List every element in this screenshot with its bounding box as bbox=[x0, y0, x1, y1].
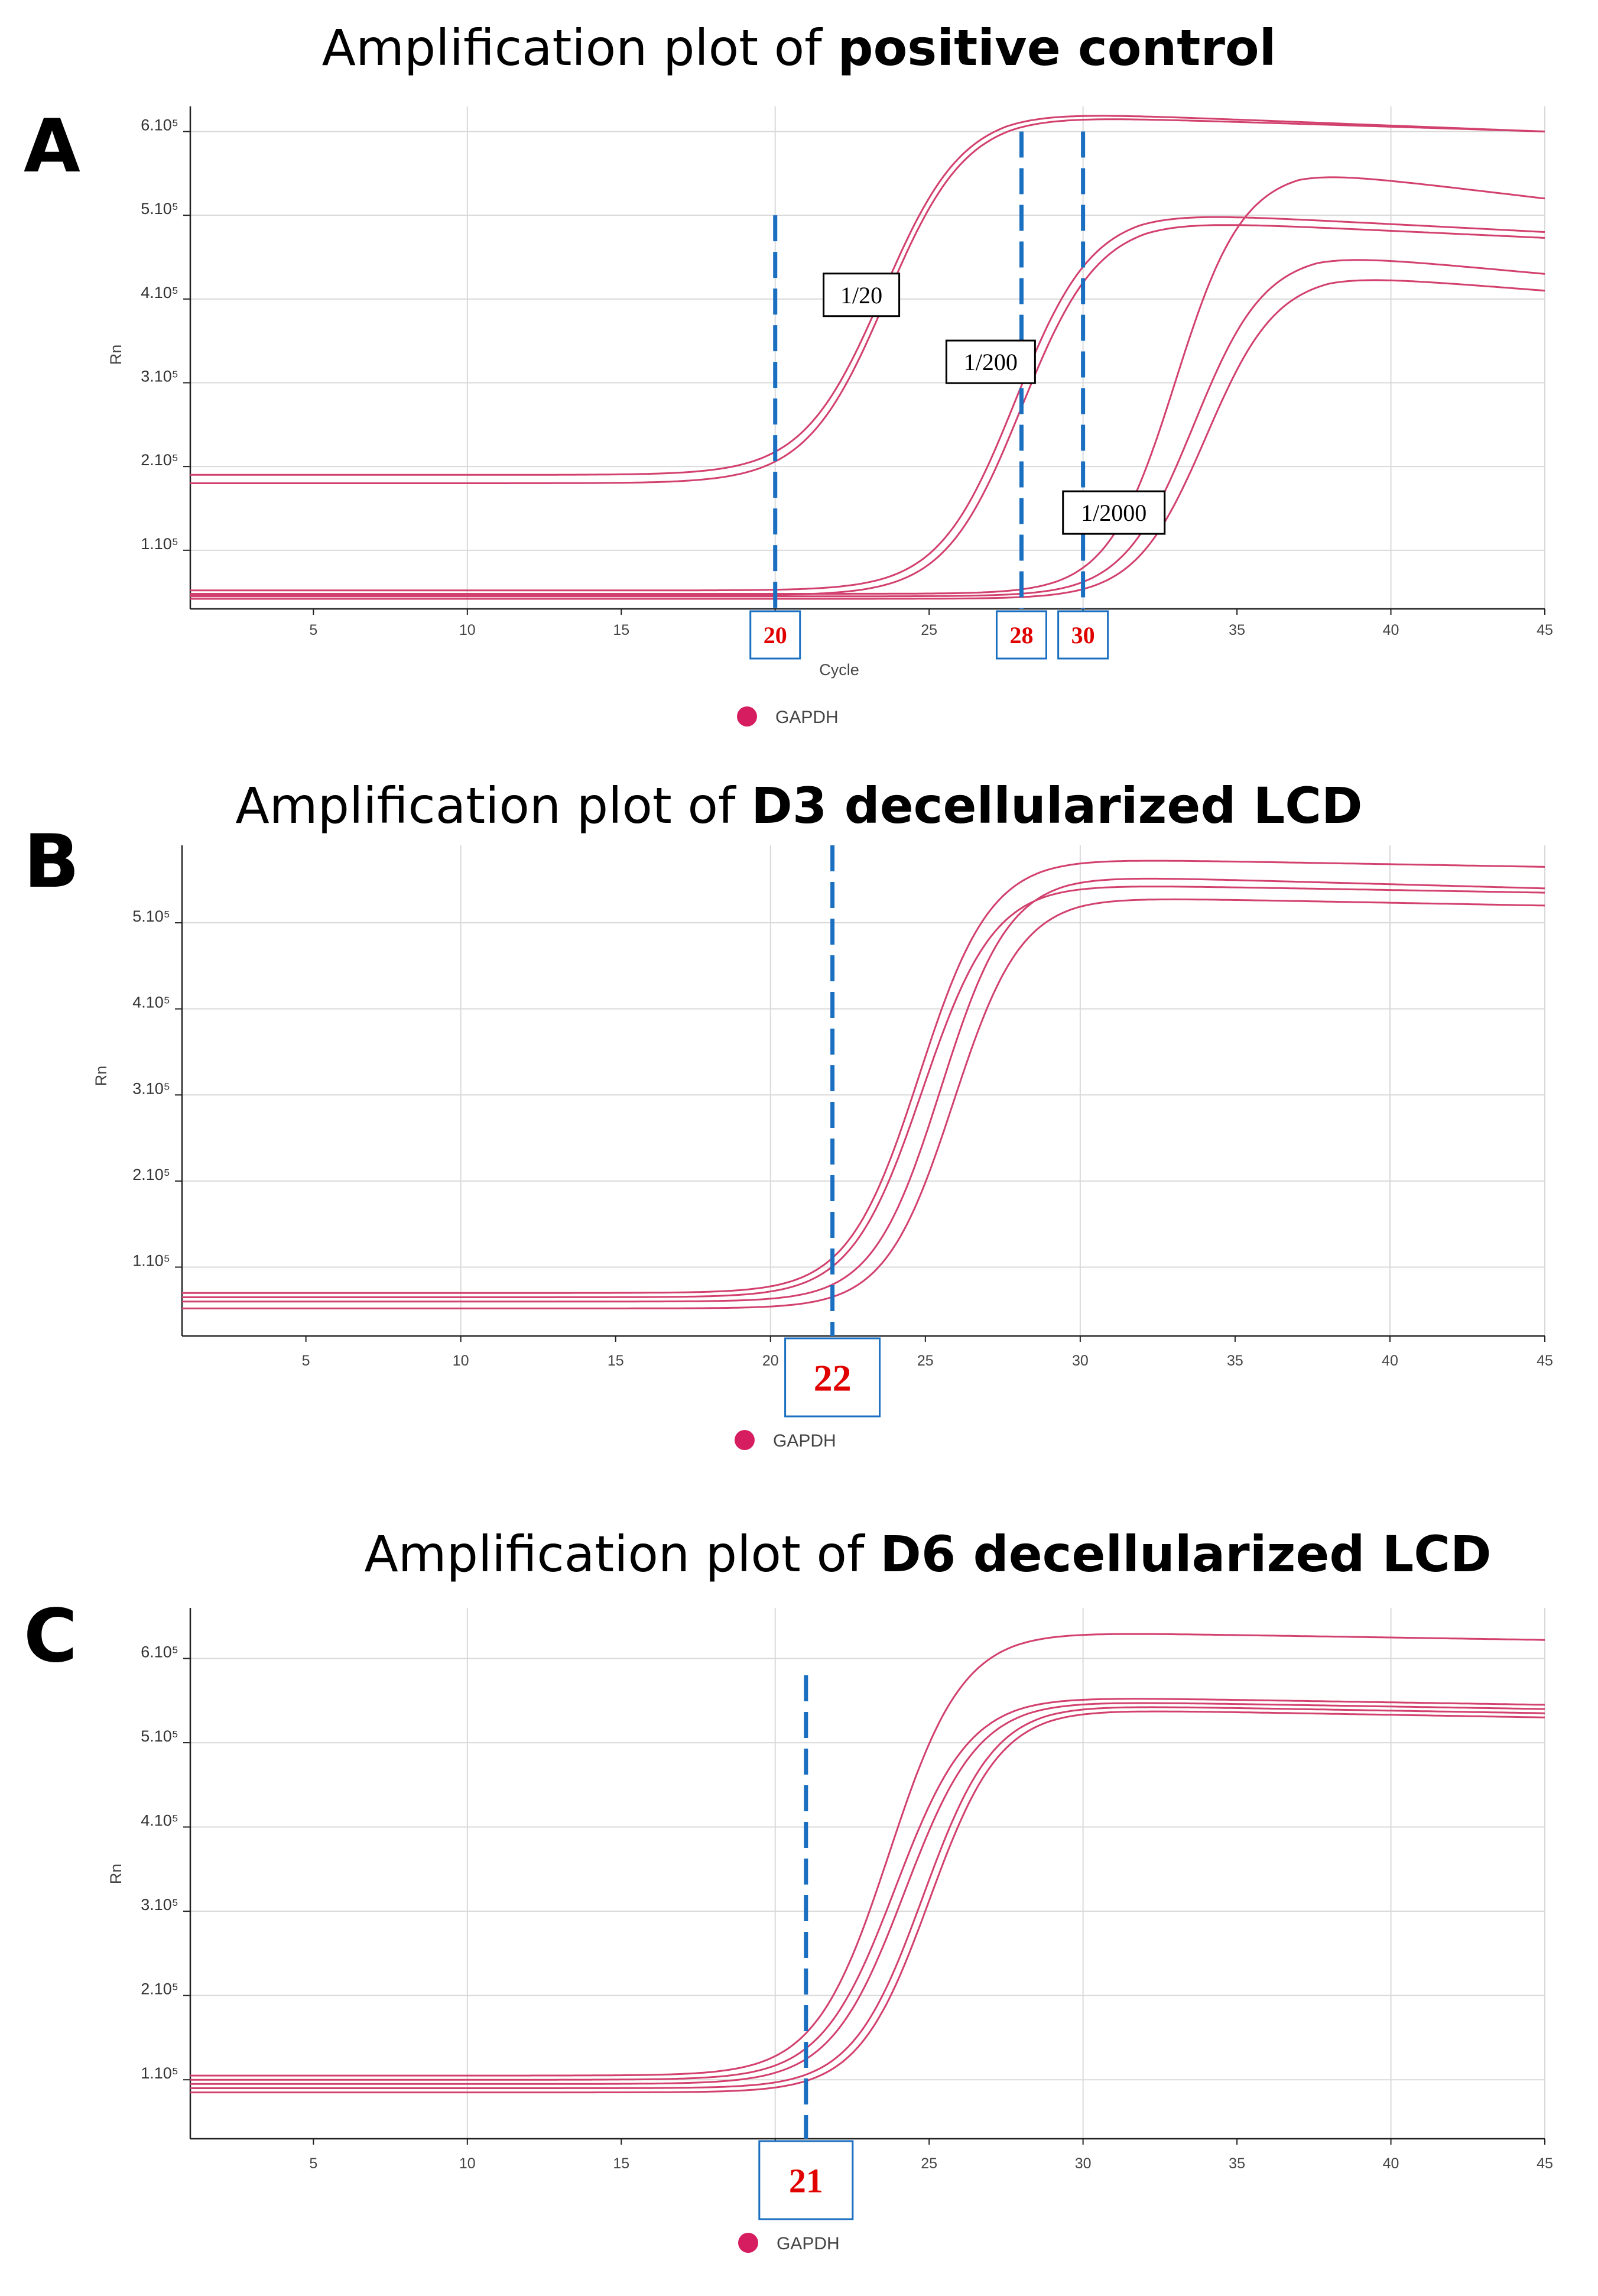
panel-a-curve-6 bbox=[190, 259, 1545, 598]
panel-a-curve-2 bbox=[190, 118, 1545, 484]
panel-c-curve-1 bbox=[190, 1633, 1545, 2077]
panel-b-x-tick-10: 10 bbox=[453, 1353, 469, 1369]
panel-a-x-tick-10: 10 bbox=[459, 622, 476, 638]
panel-a-curve-3 bbox=[190, 216, 1545, 592]
panel-a-annotation-3: 1/2000 bbox=[1081, 500, 1146, 526]
panel-c-legend-dot bbox=[738, 2233, 758, 2253]
panel-a-ct-label-30: 30 bbox=[1071, 622, 1095, 648]
panel-b-y-tick-3: 4.10⁵ bbox=[132, 994, 170, 1011]
panel-b-y-tick-1: 2.10⁵ bbox=[132, 1166, 170, 1183]
panel-c-curve-5 bbox=[190, 1710, 1545, 2094]
panel-a-curve-5 bbox=[190, 176, 1545, 595]
panel-a-x-tick-40: 40 bbox=[1383, 622, 1399, 638]
panel-a: Amplification plot of positive control A… bbox=[24, 19, 1553, 727]
panel-c-letter: C bbox=[24, 1594, 77, 1679]
panel-a-y-tick-2: 3.10⁵ bbox=[141, 368, 178, 385]
panel-b-x-tick-15: 15 bbox=[608, 1353, 624, 1369]
panel-a-y-tick-3: 4.10⁵ bbox=[141, 284, 178, 301]
panel-b-x-tick-30: 30 bbox=[1072, 1353, 1089, 1369]
panel-b-x-tick-45: 45 bbox=[1537, 1353, 1553, 1369]
panel-a-title: Amplification plot of positive control bbox=[322, 19, 1277, 77]
panel-c-y-tick-5: 6.10⁵ bbox=[141, 1643, 178, 1661]
panel-b-legend-dot bbox=[735, 1430, 755, 1450]
panel-a-ct-box-20 bbox=[749, 610, 801, 660]
panel-c-x-tick-25: 25 bbox=[921, 2155, 937, 2172]
panel-c-legend-label: GAPDH bbox=[777, 2234, 840, 2253]
panel-a-ct-label-20: 20 bbox=[764, 622, 787, 648]
panel-a-legend-label: GAPDH bbox=[775, 708, 839, 727]
panel-c-x-tick-45: 45 bbox=[1537, 2155, 1553, 2172]
panel-a-x-tick-25: 25 bbox=[921, 622, 937, 638]
panel-c-y-tick-2: 3.10⁵ bbox=[141, 1896, 178, 1914]
panel-c-x-tick-5: 5 bbox=[309, 2155, 317, 2172]
panel-a-ct-label-28: 28 bbox=[1009, 622, 1033, 648]
panel-a-y-tick-0: 1.10⁵ bbox=[141, 535, 178, 553]
panel-b-curve-3 bbox=[182, 877, 1545, 1303]
panel-c-y-tick-0: 1.10⁵ bbox=[141, 2064, 178, 2082]
panel-c-curve-4 bbox=[190, 1706, 1545, 2089]
panel-b-y-tick-0: 1.10⁵ bbox=[132, 1252, 170, 1270]
panel-a-curve-7 bbox=[190, 279, 1545, 600]
panel-b-legend-label: GAPDH bbox=[773, 1431, 836, 1451]
panel-b: Amplification plot of D3 decellularized … bbox=[24, 777, 1553, 1451]
panel-a-ct-box-30 bbox=[1057, 610, 1109, 660]
panel-b-x-tick-20: 20 bbox=[762, 1353, 779, 1369]
panel-b-x-tick-40: 40 bbox=[1382, 1353, 1398, 1369]
panel-b-title: Amplification plot of D3 decellularized … bbox=[235, 777, 1362, 835]
panel-c-y-tick-3: 4.10⁵ bbox=[141, 1812, 178, 1830]
panel-a-curve-1 bbox=[190, 115, 1545, 476]
panel-c-x-tick-15: 15 bbox=[613, 2155, 629, 2172]
panel-b-y-tick-4: 5.10⁵ bbox=[132, 907, 170, 925]
panel-a-x-axis-label: Cycle bbox=[819, 661, 859, 679]
panel-c-x-tick-40: 40 bbox=[1383, 2155, 1399, 2172]
panel-c: Amplification plot of D6 decellularized … bbox=[24, 1525, 1553, 2253]
panel-b-ct-box-22 bbox=[784, 1337, 881, 1418]
panel-a-annotation-2: 1/200 bbox=[964, 349, 1018, 375]
panel-b-curve-4 bbox=[182, 898, 1545, 1309]
panel-b-x-tick-5: 5 bbox=[302, 1353, 310, 1369]
panel-c-x-tick-30: 30 bbox=[1075, 2155, 1092, 2172]
panel-c-y-tick-1: 2.10⁵ bbox=[141, 1980, 178, 1998]
panel-a-ct-box-28 bbox=[995, 610, 1047, 660]
panel-a-x-tick-35: 35 bbox=[1229, 622, 1245, 638]
panel-c-y-axis-label: Rn bbox=[107, 1864, 125, 1885]
panel-a-y-tick-1: 2.10⁵ bbox=[141, 451, 178, 469]
panel-b-x-tick-25: 25 bbox=[917, 1353, 934, 1369]
panel-c-ct-label-21: 21 bbox=[789, 2161, 823, 2200]
panel-c-x-tick-10: 10 bbox=[459, 2155, 476, 2172]
panel-c-y-tick-4: 5.10⁵ bbox=[141, 1727, 178, 1745]
panel-b-y-tick-2: 3.10⁵ bbox=[132, 1079, 170, 1097]
panel-a-annotation-1: 1/20 bbox=[840, 282, 882, 309]
panel-c-title: Amplification plot of D6 decellularized … bbox=[364, 1525, 1491, 1583]
panel-a-x-tick-5: 5 bbox=[309, 622, 317, 638]
panel-a-y-axis-label: Rn bbox=[107, 345, 125, 365]
panel-c-x-tick-35: 35 bbox=[1229, 2155, 1245, 2172]
panel-a-annotation-box-2 bbox=[945, 339, 1036, 384]
panel-b-curve-2 bbox=[182, 886, 1545, 1298]
panel-a-annotation-box-3 bbox=[1062, 490, 1166, 535]
panel-a-x-tick-15: 15 bbox=[613, 622, 629, 638]
panel-b-curve-1 bbox=[182, 860, 1545, 1294]
panel-a-legend-dot bbox=[737, 706, 757, 727]
panel-c-curve-3 bbox=[190, 1702, 1545, 2085]
panel-c-ct-box-21 bbox=[758, 2140, 854, 2220]
panel-a-y-tick-4: 5.10⁵ bbox=[141, 200, 178, 218]
panel-a-annotation-box-1 bbox=[823, 273, 901, 317]
panel-a-letter: A bbox=[24, 104, 80, 189]
panel-b-letter: B bbox=[24, 819, 80, 904]
panel-b-y-axis-label: Rn bbox=[92, 1066, 110, 1087]
panel-c-curve-2 bbox=[190, 1698, 1545, 2081]
panel-a-x-tick-45: 45 bbox=[1537, 622, 1553, 638]
panel-b-x-tick-35: 35 bbox=[1227, 1353, 1243, 1369]
panel-a-y-tick-5: 6.10⁵ bbox=[141, 116, 178, 134]
panel-b-ct-label-22: 22 bbox=[814, 1357, 852, 1399]
